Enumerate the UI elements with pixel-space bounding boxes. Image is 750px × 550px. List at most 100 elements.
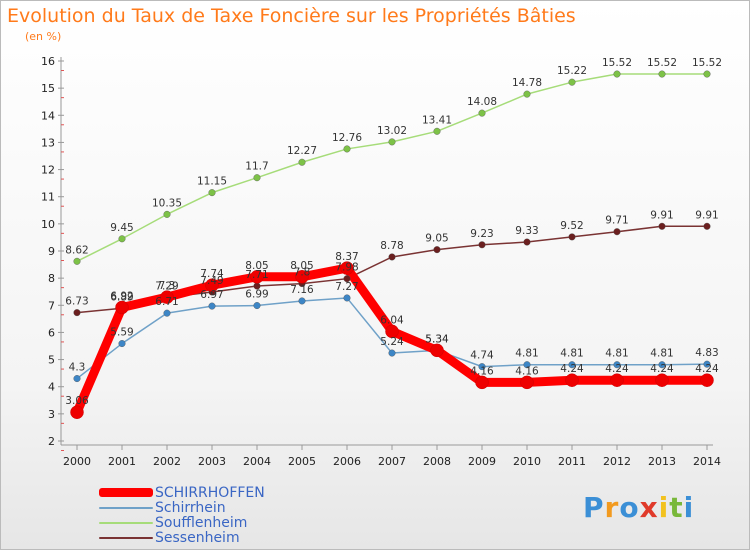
data-point [655,373,669,387]
data-point [343,145,351,153]
data-label: 5.59 [110,327,133,339]
legend-item: SCHIRRHOFFEN [99,484,265,501]
data-label: 9.45 [110,222,133,234]
x-tick-label: 2011 [558,455,586,468]
data-point [613,228,621,236]
legend-item: Sessenheim [99,529,265,546]
data-point [73,309,81,317]
data-point [430,343,444,358]
data-label: 7.71 [245,269,268,281]
y-tick-label: 10 [41,218,55,231]
data-point [658,222,666,230]
data-label: 7.16 [290,284,314,296]
data-point [163,210,171,218]
x-tick-label: 2000 [63,455,91,468]
data-label: 11.7 [245,161,268,173]
legend-swatch [99,521,153,524]
proxiti-logo: Proxiti [583,491,695,524]
x-tick-label: 2004 [243,455,271,468]
data-label: 15.52 [602,57,632,69]
data-label: 4.81 [605,348,628,360]
data-point [73,257,81,265]
x-tick-label: 2008 [423,455,451,468]
legend-item: Schirrhein [99,500,265,516]
data-label: 4.3 [69,362,86,374]
data-label: 5.34 [425,333,449,345]
data-point [523,238,531,246]
data-label: 4.74 [470,350,494,362]
data-point [208,189,216,197]
y-tick-label: 12 [41,164,55,177]
x-tick-label: 2012 [603,455,631,468]
legend-label: Sessenheim [155,529,240,546]
data-label: 13.02 [377,125,407,137]
data-label: 9.91 [695,209,718,221]
data-label: 4.81 [560,348,583,360]
data-label: 15.22 [557,65,587,77]
y-tick-label: 2 [48,435,55,448]
data-point [205,278,219,292]
data-point [523,361,531,369]
x-tick-label: 2009 [468,455,496,468]
data-point [478,109,486,117]
data-point [73,375,81,383]
x-tick-label: 2006 [333,455,361,468]
y-tick-label: 8 [48,272,55,285]
data-label: 6.04 [380,314,404,326]
data-point [343,294,351,302]
data-label: 4.81 [650,348,673,360]
y-tick-label: 7 [48,299,55,312]
y-tick-label: 16 [41,55,55,68]
data-label: 13.41 [422,114,452,126]
data-point [208,302,216,310]
data-label: 7.49 [200,275,223,287]
data-label: 3.06 [65,395,89,407]
data-point [253,174,261,182]
y-tick-label: 14 [41,109,55,122]
data-point [340,261,354,275]
data-label: 15.52 [647,57,677,69]
data-point [70,405,84,419]
legend-swatch [99,536,153,539]
legend-label: SCHIRRHOFFEN [155,484,265,501]
data-label: 7.3 [159,280,176,292]
data-label: 4.24 [650,363,674,375]
x-tick-label: 2014 [693,455,721,468]
data-point [388,349,396,357]
data-point [613,70,621,78]
data-label: 7.29 [155,280,178,292]
data-label: 8.78 [380,240,403,252]
y-tick-label: 9 [48,245,55,258]
legend-swatch [99,506,153,509]
y-tick-label: 11 [41,191,55,204]
data-point [253,302,261,310]
x-tick-label: 2001 [108,455,136,468]
data-label: 9.52 [560,220,583,232]
legend-label: Soufflenheim [155,514,248,531]
y-tick-label: 3 [48,408,55,421]
data-point [388,138,396,146]
data-label: 6.71 [155,296,178,308]
data-point [703,360,711,368]
data-label: 8.05 [290,260,313,272]
data-point [295,270,309,284]
data-label: 8.05 [245,260,268,272]
data-label: 9.23 [470,228,493,240]
data-point [388,253,396,261]
y-tick-label: 6 [48,326,55,339]
data-point [610,373,624,387]
data-point [565,373,579,387]
data-label: 4.16 [515,365,539,377]
data-point [160,290,174,304]
data-point [478,241,486,249]
data-point [343,275,351,283]
data-label: 8.37 [335,251,358,263]
chart-title: Evolution du Taux de Taxe Foncière sur l… [7,5,576,27]
legend-swatch [99,488,153,497]
data-label: 9.33 [515,225,538,237]
data-label: 6.89 [110,291,133,303]
data-label: 6.73 [65,296,88,308]
x-tick-label: 2002 [153,455,181,468]
y-tick-label: 13 [41,136,55,149]
